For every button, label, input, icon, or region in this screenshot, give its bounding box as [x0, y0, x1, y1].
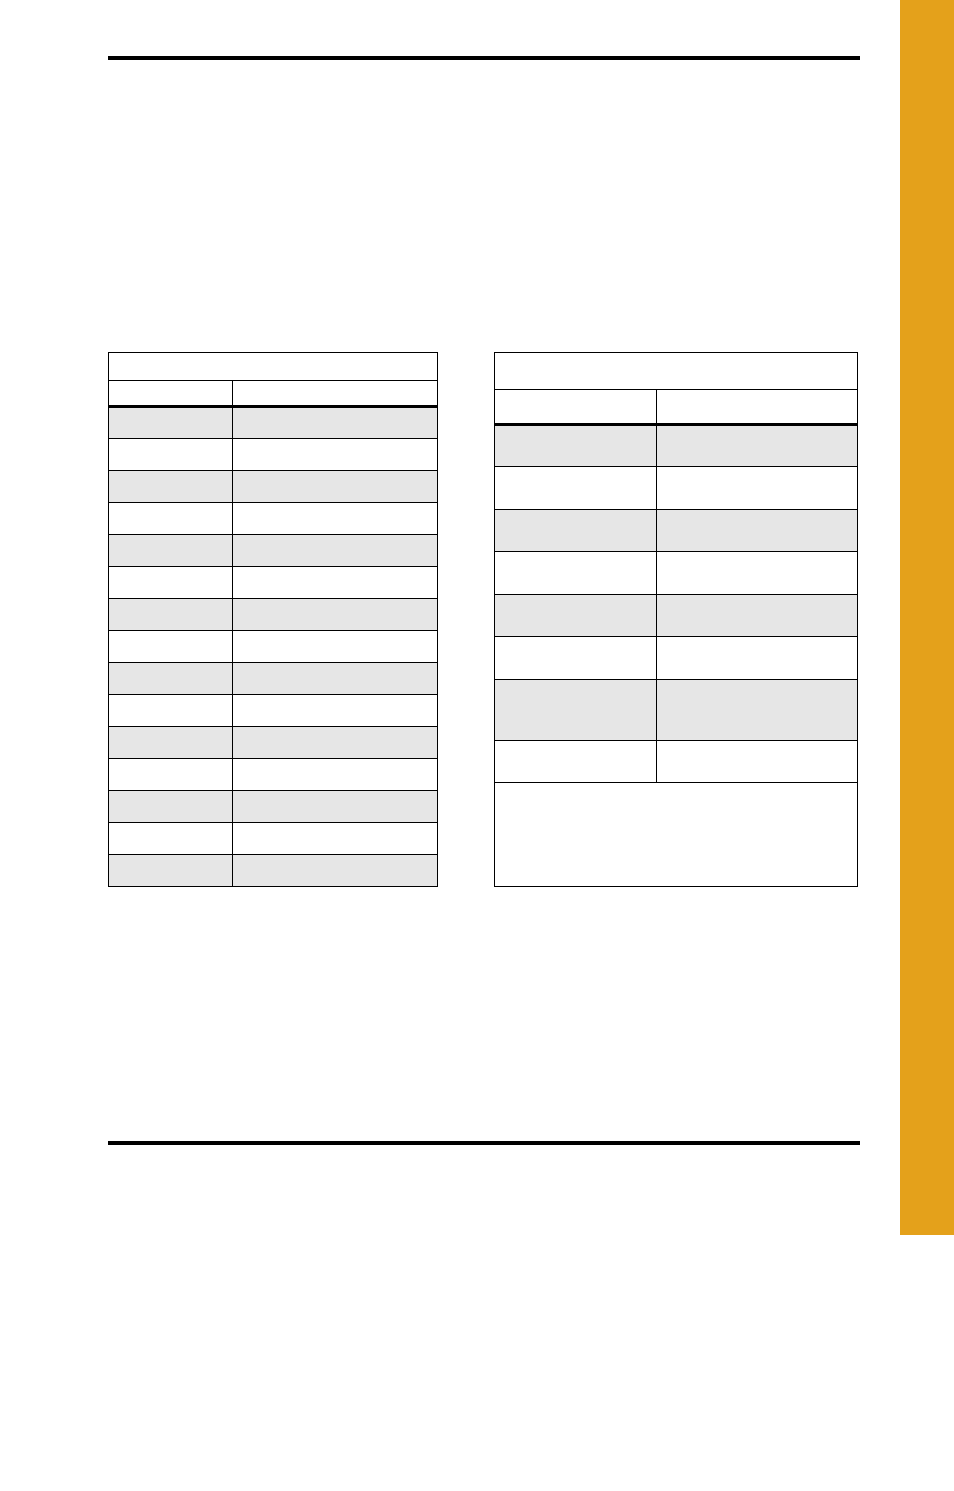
table-row — [109, 759, 438, 791]
table-cell — [656, 679, 857, 740]
table-row — [109, 727, 438, 759]
table-cell — [232, 855, 437, 887]
table-cell — [109, 407, 233, 439]
table-cell — [232, 407, 437, 439]
page-sidebar — [900, 0, 954, 1235]
table-cell — [656, 637, 857, 680]
table-row — [109, 503, 438, 535]
table-row — [495, 509, 858, 552]
table-row — [109, 791, 438, 823]
table-cell — [232, 727, 437, 759]
table-cell — [109, 567, 233, 599]
table-cell — [232, 535, 437, 567]
table-cell — [495, 594, 657, 637]
table-cell — [232, 823, 437, 855]
table-right — [494, 352, 858, 887]
table-row — [109, 855, 438, 887]
table-cell — [495, 679, 657, 740]
table-cell — [109, 599, 233, 631]
table-cell — [109, 663, 233, 695]
table-row — [495, 467, 858, 510]
table-cell — [232, 471, 437, 503]
table-cell — [109, 855, 233, 887]
table-cell — [656, 509, 857, 552]
table-row — [109, 439, 438, 471]
table-cell — [109, 759, 233, 791]
table-cell — [656, 740, 857, 783]
table-cell — [109, 535, 233, 567]
table-row — [109, 567, 438, 599]
table-cell — [495, 424, 657, 467]
top-rule — [108, 56, 860, 60]
table-cell — [495, 637, 657, 680]
table-cell — [109, 727, 233, 759]
table-cell — [232, 439, 437, 471]
bottom-rule — [108, 1141, 860, 1145]
table-row — [495, 679, 858, 740]
table-row — [495, 594, 858, 637]
table-footnote-row — [495, 783, 858, 887]
table-cell — [495, 552, 657, 595]
table-cell — [232, 791, 437, 823]
table-row — [495, 424, 858, 467]
table-cell — [232, 599, 437, 631]
table-cell — [109, 631, 233, 663]
table-header-row — [109, 381, 438, 407]
table-row — [495, 740, 858, 783]
table-col-header — [495, 390, 657, 425]
table-cell — [109, 471, 233, 503]
table-cell — [495, 740, 657, 783]
table-cell — [656, 424, 857, 467]
table-cell — [656, 552, 857, 595]
table-header-row — [495, 390, 858, 425]
table-row — [109, 823, 438, 855]
table-row — [109, 631, 438, 663]
page-content — [108, 352, 860, 1491]
table-row — [109, 663, 438, 695]
table-cell — [109, 791, 233, 823]
table-cell — [109, 823, 233, 855]
table-cell — [656, 594, 857, 637]
table-cell — [232, 567, 437, 599]
table-cell — [232, 695, 437, 727]
table-cell — [232, 759, 437, 791]
table-col-header — [109, 381, 233, 407]
table-col-header — [656, 390, 857, 425]
table-title — [109, 353, 438, 381]
table-row — [109, 471, 438, 503]
table-cell — [495, 467, 657, 510]
table-col-header — [232, 381, 437, 407]
table-title — [495, 353, 858, 390]
table-footnote — [495, 783, 858, 887]
page-main — [0, 0, 900, 1235]
table-cell — [232, 631, 437, 663]
table-row — [109, 599, 438, 631]
table-row — [109, 407, 438, 439]
table-title-row — [495, 353, 858, 390]
table-title-row — [109, 353, 438, 381]
table-left — [108, 352, 438, 887]
table-cell — [232, 663, 437, 695]
table-cell — [495, 509, 657, 552]
table-cell — [656, 467, 857, 510]
table-cell — [232, 503, 437, 535]
table-row — [495, 552, 858, 595]
table-row — [109, 695, 438, 727]
table-row — [109, 535, 438, 567]
table-cell — [109, 439, 233, 471]
table-cell — [109, 503, 233, 535]
table-cell — [109, 695, 233, 727]
table-row — [495, 637, 858, 680]
